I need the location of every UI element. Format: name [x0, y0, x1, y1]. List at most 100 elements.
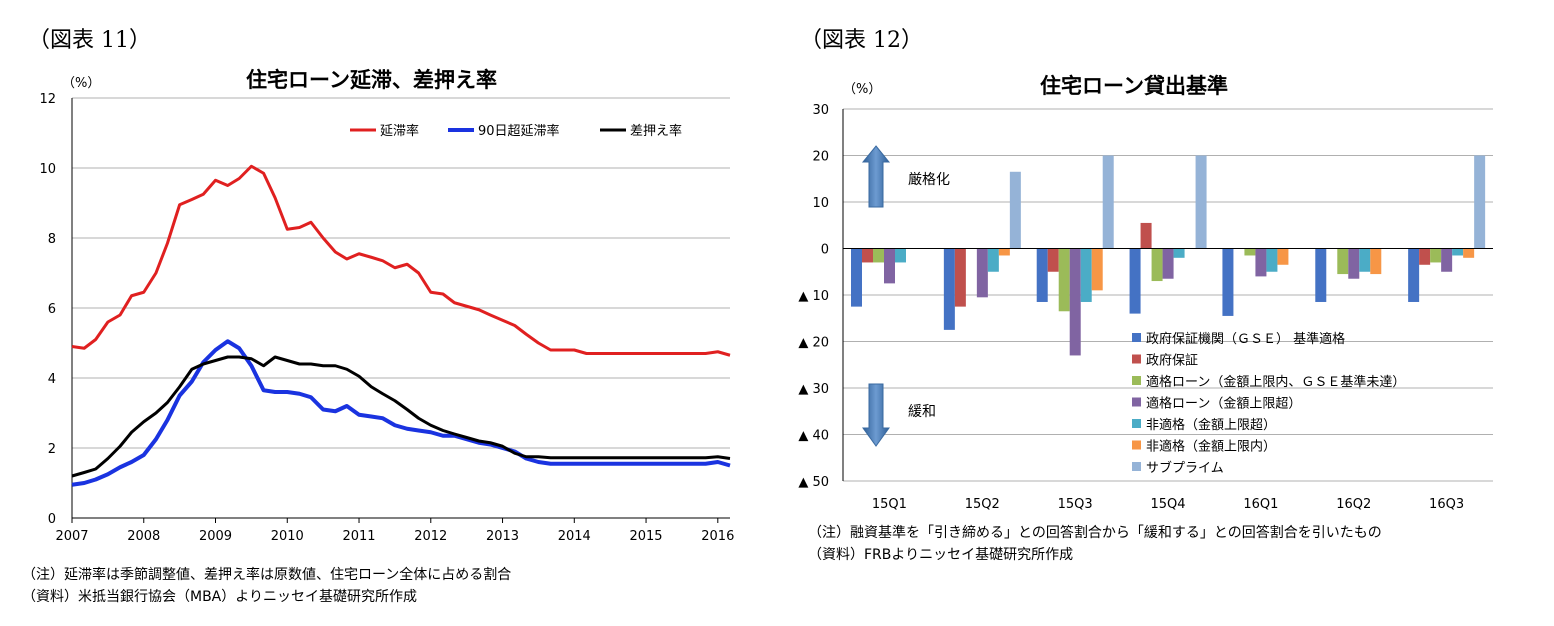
x-tick-label-16Q1: 16Q1 [1243, 497, 1278, 512]
y-tick-label-3: 0 [821, 243, 829, 258]
bar-16Q3-s6 [1463, 248, 1475, 258]
bar-16Q1-s3 [1244, 248, 1256, 256]
x-tick-label-16Q2: 16Q2 [1336, 497, 1371, 512]
bar-16Q3-s7 [1474, 155, 1486, 249]
chart-11-source: （資料）米抵当銀行協会（MBA）よりニッセイ基礎研究所作成 [22, 589, 417, 605]
bar-15Q4-s1 [1129, 248, 1141, 314]
y-tick-label-12: 12 [39, 92, 56, 107]
legend-label-1: 延滞率 [380, 123, 419, 139]
bar-16Q1-s6 [1277, 248, 1289, 265]
y-tick-label-2: 10 [812, 196, 829, 211]
bar-15Q3-s2 [1047, 248, 1059, 272]
series-line-2 [71, 339, 731, 487]
bar-15Q4-s5 [1173, 248, 1185, 258]
series-line-3 [71, 355, 731, 478]
bar-16Q3-s4 [1441, 248, 1453, 272]
bar-15Q1-s1 [851, 248, 862, 307]
bar-15Q4-s4 [1162, 248, 1174, 279]
y-tick-label-5: ▲ 20 [798, 336, 829, 351]
bar-15Q2-s7 [1009, 171, 1021, 249]
x-tick-label-2011: 2011 [342, 529, 375, 544]
y-tick-label-4: ▲ 10 [798, 289, 829, 304]
bar-16Q3-s3 [1430, 248, 1442, 263]
y-tick-label-4: 4 [48, 372, 56, 387]
legend-swatch-1 [1132, 333, 1141, 342]
chart-12-bar-chart: 30 20 10 0 ▲ 10 ▲ 20 ▲ 30 ▲ 40 ▲ 50 15Q1 15Q2 15Q3 1… [798, 103, 1493, 512]
legend-label-3: 適格ローン（金額上限内、ＧＳＥ基準未達） [1146, 374, 1405, 390]
chart-11-note: （注）延滞率は季節調整値、差押え率は原数値、住宅ローン全体に占める割合 [22, 567, 512, 583]
bar-16Q2-s3 [1337, 248, 1349, 275]
annotation-tighten: 厳格化 [908, 172, 950, 188]
x-tick-label-2014: 2014 [558, 529, 591, 544]
x-tick-label-2012: 2012 [414, 529, 447, 544]
legend-swatch-7 [1132, 462, 1141, 471]
x-tick-label-15Q1: 15Q1 [872, 497, 907, 512]
legend-label-7: サブプライム [1146, 460, 1224, 476]
legend-swatch-4 [1132, 397, 1141, 407]
y-tick-label-0: 0 [48, 512, 56, 527]
chart-12-note: （注）融資基準を「引き締める」との回答割合から「緩和する」との回答割合を引いたも… [808, 525, 1382, 541]
x-tick-label-2009: 2009 [199, 529, 232, 544]
y-tick-label-6: ▲ 30 [798, 382, 829, 397]
x-tick-label-15Q3: 15Q3 [1058, 497, 1093, 512]
y-tick-label-2: 2 [48, 442, 56, 457]
bar-16Q2-s4 [1348, 248, 1360, 279]
legend-label-2: 政府保証 [1146, 354, 1198, 369]
figure-11-label: （図表 11） [28, 28, 151, 53]
legend-swatch-2 [1132, 354, 1141, 364]
bar-16Q1-s5 [1266, 248, 1278, 272]
series-line-1 [71, 164, 731, 357]
bar-15Q3-s5 [1080, 248, 1092, 302]
y-tick-label-0: 30 [812, 103, 829, 118]
chart-11-title: 住宅ローン延滞、差押え率 [246, 68, 497, 92]
bar-16Q3-s5 [1452, 248, 1464, 256]
bar-15Q2-s6 [998, 248, 1010, 256]
bar-15Q1-s3 [873, 248, 884, 263]
y-tick-label-8: 8 [48, 232, 56, 247]
bar-15Q4-s3 [1151, 248, 1163, 282]
bar-16Q1-s1 [1222, 248, 1234, 316]
figure-12-label: （図表 12） [800, 28, 923, 53]
x-tick-label-2010: 2010 [271, 529, 304, 544]
x-tick-label-2016: 2016 [701, 529, 734, 544]
y-tick-label-7: ▲ 40 [798, 429, 829, 444]
legend-label-1: 政府保証機関（ＧＳＥ） 基準適格 [1146, 331, 1345, 347]
bar-16Q2-s6 [1370, 248, 1382, 275]
legend-swatch-3 [1132, 376, 1141, 385]
y-tick-label-6: 6 [48, 302, 56, 317]
legend-swatch-5 [1132, 419, 1141, 428]
bar-15Q1-s5 [895, 248, 906, 263]
y-tick-label-10: 10 [39, 162, 56, 177]
bar-15Q3-s4 [1069, 248, 1081, 356]
bar-15Q3-s6 [1091, 248, 1103, 291]
legend-label-2: 90日超延滞率 [478, 123, 560, 139]
bar-15Q4-s7 [1195, 155, 1207, 249]
legend-label-3: 差押え率 [630, 123, 682, 139]
bar-15Q3-s3 [1058, 248, 1070, 312]
legend-label-6: 非適格（金額上限内） [1146, 439, 1276, 455]
chart-12-unit: （%） [843, 82, 882, 97]
bar-16Q2-s5 [1359, 248, 1371, 272]
chart-12-source: （資料）FRBよりニッセイ基礎研究所作成 [808, 547, 1074, 563]
chart-11-line-chart: 0 2 4 6 8 10 12 2007 2008 2009 2010 2011 2012 2013 201… [39, 92, 734, 544]
bar-15Q2-s5 [987, 248, 999, 272]
bar-15Q1-s4 [884, 248, 895, 284]
bar-15Q2-s1 [943, 248, 955, 330]
x-tick-label-15Q2: 15Q2 [965, 497, 1000, 512]
annotation-ease: 緩和 [908, 404, 936, 420]
y-tick-label-8: ▲ 50 [798, 475, 829, 490]
bar-16Q3-s1 [1408, 248, 1420, 302]
bar-15Q4-s2 [1140, 222, 1152, 249]
bar-15Q3-s7 [1102, 155, 1114, 249]
x-tick-label-2007: 2007 [55, 529, 88, 544]
bar-15Q2-s2 [954, 248, 966, 307]
legend-swatch-6 [1132, 440, 1141, 450]
legend-label-4: 適格ローン（金額上限超） [1146, 396, 1301, 412]
bar-16Q2-s1 [1315, 248, 1327, 302]
x-tick-label-16Q3: 16Q3 [1429, 497, 1464, 512]
x-tick-label-2013: 2013 [486, 529, 519, 544]
tighten-arrow-up-icon [861, 145, 891, 208]
bar-15Q3-s1 [1036, 248, 1048, 302]
chart-11-unit: （%） [62, 76, 101, 91]
chart-12-title: 住宅ローン貸出基準 [1040, 74, 1228, 98]
